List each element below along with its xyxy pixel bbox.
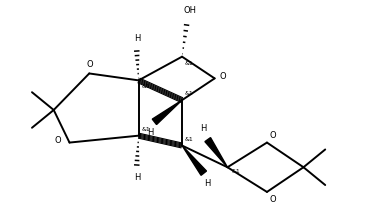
Text: H: H bbox=[147, 128, 154, 137]
Text: &1: &1 bbox=[142, 127, 150, 132]
Text: O: O bbox=[87, 60, 93, 68]
Text: H: H bbox=[205, 179, 211, 188]
Text: OH: OH bbox=[183, 6, 196, 15]
Text: O: O bbox=[270, 131, 276, 140]
Polygon shape bbox=[152, 100, 182, 124]
Text: O: O bbox=[55, 136, 62, 145]
Text: O: O bbox=[270, 195, 276, 204]
Text: &1: &1 bbox=[185, 137, 194, 141]
Text: &1: &1 bbox=[185, 61, 194, 66]
Text: H: H bbox=[134, 173, 141, 182]
Text: &1: &1 bbox=[231, 169, 240, 174]
Text: O: O bbox=[219, 72, 226, 81]
Text: H: H bbox=[134, 34, 141, 43]
Polygon shape bbox=[205, 138, 227, 167]
Polygon shape bbox=[182, 146, 206, 175]
Text: H: H bbox=[201, 124, 207, 133]
Text: &1: &1 bbox=[185, 91, 194, 96]
Text: &1: &1 bbox=[142, 84, 150, 89]
